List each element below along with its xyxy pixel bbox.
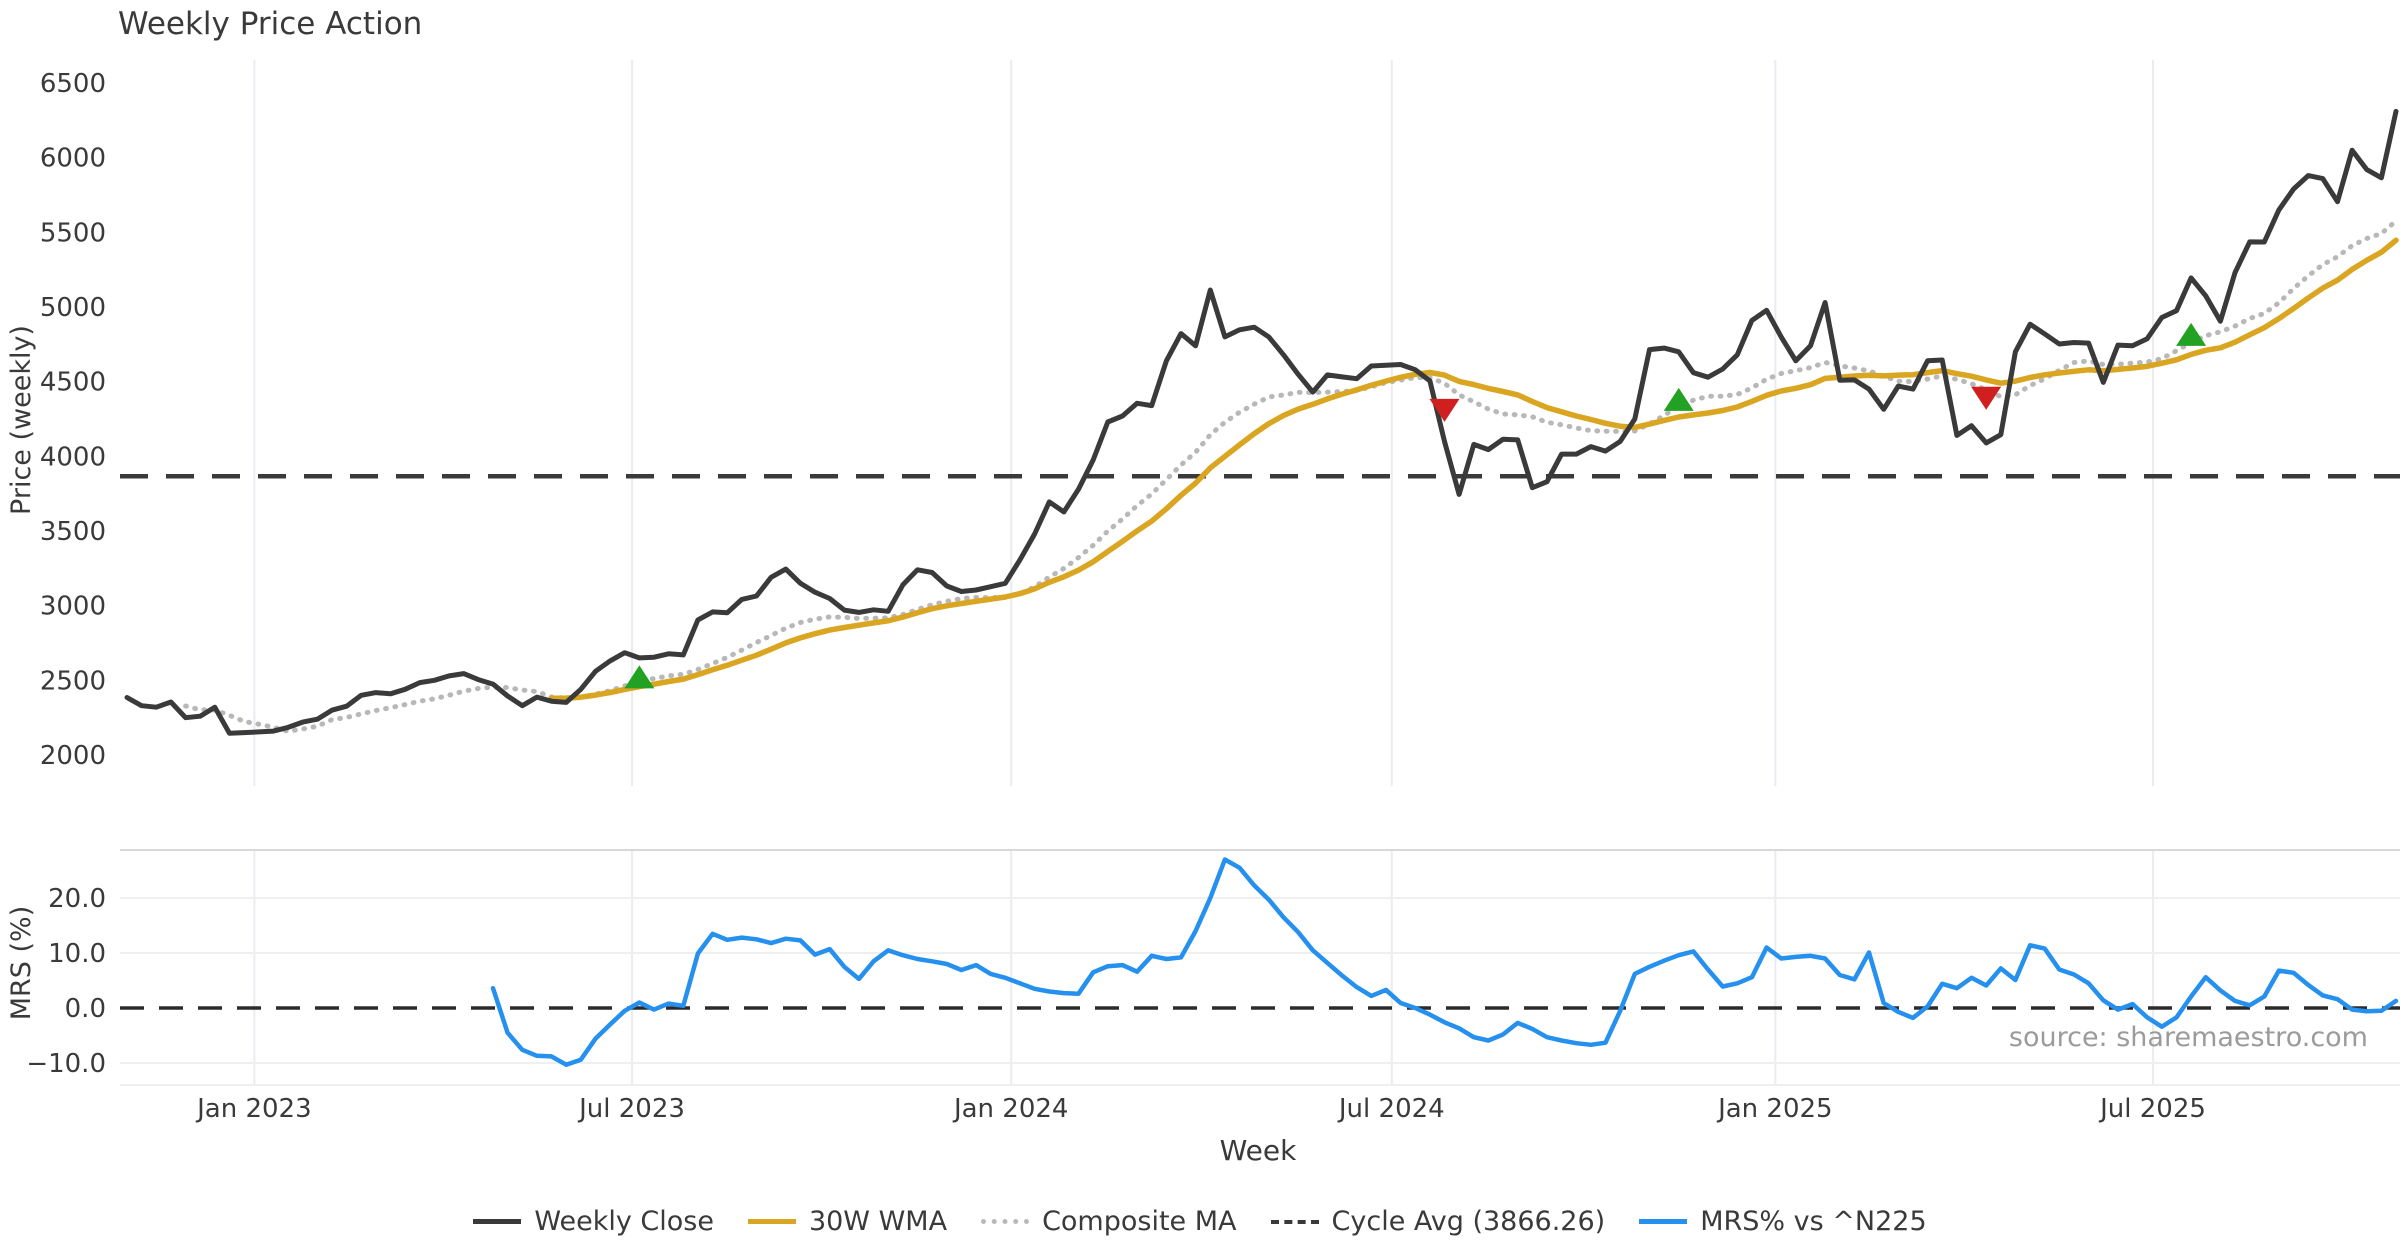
legend-label: Composite MA: [1042, 1206, 1237, 1237]
legend-label: MRS% vs ^N225: [1700, 1206, 1927, 1237]
price-y-tick-label: 3000: [40, 592, 106, 622]
x-tick-label: Jul 2024: [1337, 1094, 1445, 1124]
x-tick-label: Jul 2025: [2098, 1094, 2206, 1124]
mrs-y-tick-label: −10.0: [26, 1049, 106, 1079]
x-axis-label: Week: [1220, 1134, 1297, 1167]
price-y-tick-label: 4500: [40, 368, 106, 398]
page-title: Weekly Price Action: [118, 6, 423, 42]
buy-signal-marker: [1663, 387, 1694, 411]
sell-signal-marker: [1429, 398, 1460, 422]
legend-dotted-line-icon: [981, 1219, 1030, 1224]
legend-item: 30W WMA: [747, 1206, 948, 1237]
buy-signal-marker: [624, 665, 655, 689]
wma-30w-line: [548, 237, 2399, 701]
mrs-y-tick-label: 0.0: [65, 994, 106, 1024]
legend-label: Cycle Avg (3866.26): [1331, 1206, 1606, 1237]
source-note: source: sharemaestro.com: [2009, 1022, 2368, 1053]
x-tick-label: Jan 2023: [195, 1094, 312, 1124]
legend-solid-line-icon: [473, 1219, 522, 1224]
price-y-tick-label: 6000: [40, 144, 106, 174]
weekly-close-line: [124, 108, 2399, 736]
legend-item: MRS% vs ^N225: [1639, 1206, 1927, 1237]
x-tick-label: Jan 2024: [952, 1094, 1069, 1124]
mrs-line: [490, 857, 2399, 1067]
legend-solid-line-icon: [747, 1219, 796, 1224]
x-tick-label: Jul 2023: [577, 1094, 685, 1124]
mrs-y-tick-label: 10.0: [48, 939, 106, 969]
price-y-tick-label: 4000: [40, 442, 106, 472]
legend-label: 30W WMA: [808, 1206, 948, 1237]
legend-item: Cycle Avg (3866.26): [1270, 1206, 1606, 1237]
price-y-tick-label: 2500: [40, 666, 106, 696]
legend-dashed-line-icon: [1270, 1219, 1319, 1224]
price-y-tick-label: 3500: [40, 517, 106, 547]
sell-signal-marker: [1971, 386, 2002, 410]
price-axis-label: Price (weekly): [6, 325, 37, 515]
legend-item: Weekly Close: [473, 1206, 714, 1237]
chart-legend: Weekly Close 30W WMA Composite MA Cycle Avg…: [0, 1206, 2400, 1237]
price-y-tick-label: 2000: [40, 741, 106, 771]
buy-signal-marker: [2176, 322, 2207, 346]
price-y-tick-label: 5500: [40, 218, 106, 248]
mrs-y-tick-label: 20.0: [48, 884, 106, 914]
legend-item: Composite MA: [981, 1206, 1237, 1237]
price-y-tick-label: 5000: [40, 293, 106, 323]
legend-solid-line-icon: [1639, 1219, 1688, 1224]
mrs-axis-label: MRS (%): [6, 906, 37, 1021]
x-tick-label: Jan 2025: [1716, 1094, 1833, 1124]
legend-label: Weekly Close: [534, 1206, 714, 1237]
price-y-tick-label: 6500: [40, 69, 106, 99]
